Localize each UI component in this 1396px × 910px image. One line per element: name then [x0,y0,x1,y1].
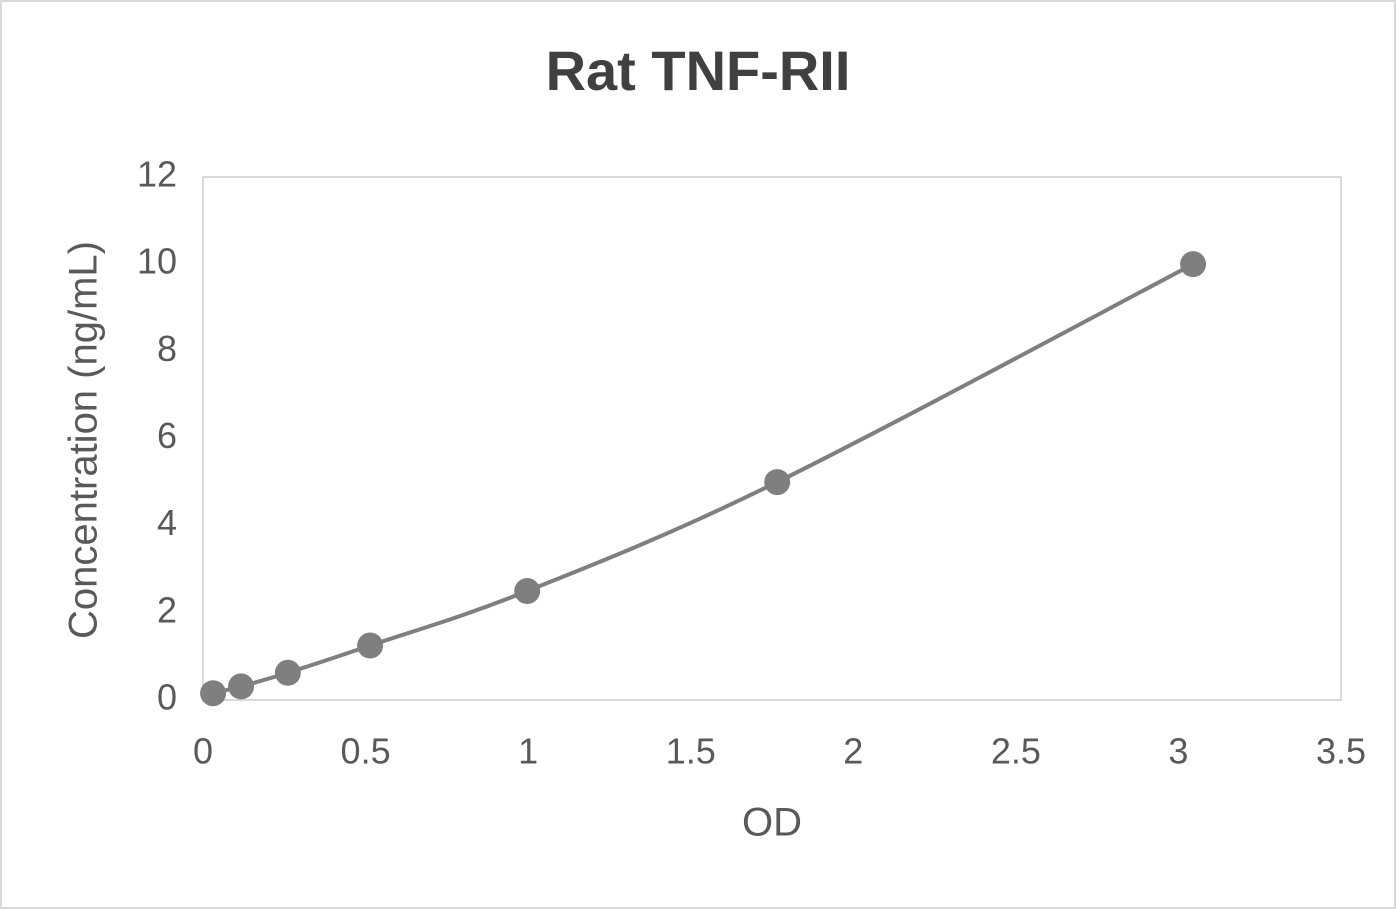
y-tick-label: 2 [157,589,177,630]
x-axis-label: OD [742,801,802,845]
x-tick-label: 0.5 [341,731,391,772]
y-tick-label: 0 [157,677,177,718]
x-tick-label: 1.5 [666,731,716,772]
point [274,659,301,686]
point [1180,251,1207,278]
x-tick-label: 2 [843,731,863,772]
y-axis-label: Concentration (ng/mL) [62,241,106,639]
y-tick-label: 12 [137,154,177,195]
plot-area [202,176,1342,701]
y-tick-label: 6 [157,415,177,456]
x-tick-label: 2.5 [991,731,1041,772]
x-tick-label: 3 [1168,731,1188,772]
x-tick-label: 3.5 [1316,731,1366,772]
fit-line [212,262,1194,696]
point [764,469,791,496]
point [228,673,255,700]
point [514,578,541,605]
x-tick-label: 0 [193,731,213,772]
point [200,680,227,707]
x-tick-label: 1 [518,731,538,772]
chart-title: Rat TNF-RII [546,39,851,102]
point [357,632,384,659]
y-tick-label: 10 [137,241,177,282]
y-tick-label: 8 [157,328,177,369]
y-tick-label: 4 [157,502,177,543]
